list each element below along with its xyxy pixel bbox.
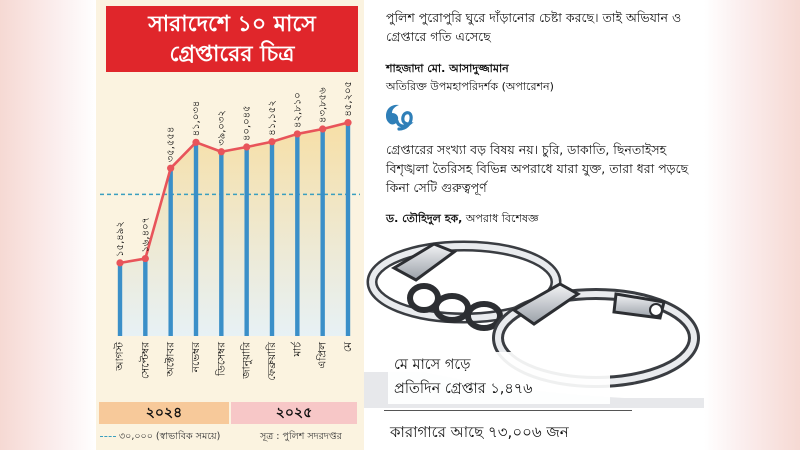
data-point-5 [217,148,225,156]
month-label-1: আগস্ট [113,341,126,372]
quote-text-2: গ্রেপ্তারের সংখ্যা বড় বিষয় নয়। চুরি, … [386,142,689,195]
value-label-6: ৪০,০৪৫ [242,105,253,141]
month-label-10: মে [342,341,354,352]
chart-title-line-1: সারাদেশে ১০ মাসে [148,12,316,37]
quote-text-1: পুলিশ পুরোপুরি ঘুরে দাঁড়ানোর চেষ্টা করছ… [386,10,682,44]
quote-author-2-name: ড. তৌহিদুল হক, [386,212,463,225]
background-left [0,0,96,450]
bar-5 [219,151,224,336]
reference-legend: ৩০,০০০ (স্বাভাবিক সময়ে) [100,430,220,445]
value-label-1: ১৫,৪৯২ [115,221,126,257]
quote-mark-icon [386,104,414,131]
year-label-2024: ২০২৪ [99,402,229,424]
quote-author-2: ড. তৌহিদুল হক, অপরাধ বিশেষজ্ঞ [386,210,539,229]
month-label-6: জানুয়ারি [240,341,253,380]
value-label-4: ৪১,০৩৪ [191,101,202,137]
month-label-8: মার্চ [290,341,303,358]
data-point-7 [268,138,276,146]
bar-1 [117,262,123,336]
value-label-7: ৪১,১৫২ [267,100,278,136]
value-label-9: ৪৩,৮৫৬ [318,87,329,123]
bar-3 [168,168,173,336]
source-note: সূত্র : পুলিশ সদরদপ্তর [260,431,342,442]
background-right [704,0,800,450]
value-label-2: ১৬,৪০৭ [140,217,151,253]
data-point-2 [141,254,149,263]
data-point-1 [116,259,124,267]
quote-role-1: অতিরিক্ত উপমহাপরিদর্শক (অপারেশন) [386,80,554,93]
quote-author-1: শাহজাদা মো. আসাদুজ্জামান [386,62,509,75]
data-point-4 [192,138,200,146]
arrest-chart: ১৫,৪৯২ ১৬,৪০৭ ৩৫,৫৫৪ ৪১,০৩৪ ৩৯,০৩২ ৪০,০৪৫ ৪১,১… [100,81,360,381]
daily-arrest-callout: মে মাসে গড়ে প্রতিদিন গ্রেপ্তার ১,৪৭৬ [388,352,610,404]
data-point-9 [319,125,327,133]
data-point-3 [167,164,175,172]
bar-7 [269,141,275,336]
month-label-5: ডিসেম্বর [214,341,227,377]
value-label-3: ৩৫,৫৫৪ [166,127,177,163]
chart-title: সারাদেশে ১০ মাসে গ্রেপ্তারের চিত্র [106,6,358,72]
bar-6 [244,146,249,336]
value-label-8: ৪২,৮১০ [292,92,303,128]
bar-4 [193,142,199,336]
data-point-8 [293,130,301,138]
data-point-6 [243,143,251,151]
month-label-4: নভেম্বর [190,341,202,373]
prison-count-callout: কারাগারে আছে ৭৩,০০৬ জন [380,416,620,446]
value-label-10: ৪৫,২০৫ [343,81,354,117]
chart-title-line-2: গ্রেপ্তারের চিত্র [169,42,295,67]
month-label-9: এপ্রিল [316,341,329,369]
bar-9 [320,128,325,336]
quote-role-2: অপরাধ বিশেষজ্ঞ [465,212,539,225]
value-label-5: ৩৯,০৩২ [216,110,227,146]
prison-count-text: কারাগারে আছে ৭৩,০০৬ জন [390,423,569,441]
callout-divider [384,410,632,411]
bar-2 [143,258,148,336]
chart-area-fill [120,122,348,336]
daily-arrest-line-1: মে মাসে গড়ে [394,357,471,373]
series-line [119,121,349,265]
daily-arrest-line-2: প্রতিদিন গ্রেপ্তার ১,৪৭৬ [394,381,533,397]
month-label-3: অক্টোবর [164,341,177,378]
reference-legend-label: ৩০,০০০ (স্বাভাবিক সময়ে) [119,431,221,442]
data-point-10 [344,119,352,127]
bar-8 [295,133,300,336]
dashed-line-icon [100,436,116,437]
year-label-2025: ২০২৫ [231,402,357,424]
month-label-2: সেপ্টেম্বর [138,341,151,379]
month-label-7: ফেব্রুয়ারি [265,341,278,381]
bar-10 [345,122,351,336]
